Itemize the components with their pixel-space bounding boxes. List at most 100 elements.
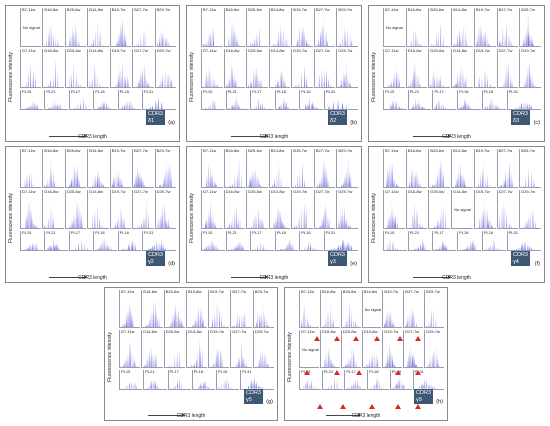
peak bbox=[133, 107, 135, 109]
spectratype-cell: B29-7w bbox=[154, 149, 176, 188]
sample-label: B14-8w bbox=[89, 149, 103, 153]
peak bbox=[347, 75, 349, 87]
peak bbox=[345, 364, 347, 367]
peak bbox=[453, 84, 455, 87]
peak bbox=[211, 317, 213, 327]
peak bbox=[94, 64, 96, 87]
peak bbox=[152, 354, 154, 367]
spectratype-cell: PL16 bbox=[117, 90, 142, 110]
peak bbox=[274, 217, 276, 228]
peak bbox=[302, 27, 304, 46]
sample-label: B29-7w bbox=[156, 149, 171, 153]
peak bbox=[354, 382, 356, 389]
spectratype-trace bbox=[230, 241, 244, 250]
peak bbox=[440, 159, 442, 187]
spectratype-trace bbox=[251, 206, 264, 228]
spectratype-cell: B14-8w No signal bbox=[361, 290, 382, 328]
peak bbox=[229, 107, 231, 109]
peak bbox=[190, 364, 192, 367]
peak bbox=[167, 218, 169, 228]
spectratype-trace bbox=[114, 60, 129, 87]
peak bbox=[397, 106, 399, 109]
peak-marker-triangle bbox=[369, 404, 376, 410]
peak bbox=[145, 364, 147, 367]
spectratype-trace bbox=[97, 100, 111, 109]
spectratype-cell: PL18 bbox=[457, 231, 481, 251]
cdr3-badge: CDR3 δ3 bbox=[511, 110, 530, 125]
spectratype-trace bbox=[44, 203, 55, 228]
sample-label: B16-8w bbox=[407, 149, 422, 153]
peak bbox=[169, 322, 171, 327]
spectratype-trace bbox=[236, 338, 248, 367]
peak bbox=[375, 352, 377, 367]
peak bbox=[214, 361, 216, 367]
peak bbox=[481, 169, 483, 187]
peak bbox=[529, 61, 531, 87]
peak bbox=[210, 73, 212, 87]
peak bbox=[350, 244, 352, 250]
peak bbox=[311, 379, 313, 389]
panel-letter: (a) bbox=[168, 120, 175, 126]
peak bbox=[51, 104, 54, 109]
sample-label: PL17 bbox=[70, 231, 81, 235]
peak bbox=[332, 101, 335, 109]
spectratype-cell: D25-6w bbox=[340, 330, 361, 368]
x-axis-label: CDR3 length bbox=[442, 275, 471, 281]
peak bbox=[199, 309, 201, 327]
peak bbox=[53, 104, 55, 109]
peak bbox=[343, 69, 345, 87]
peak bbox=[386, 178, 388, 187]
peak bbox=[440, 74, 442, 87]
peak bbox=[123, 248, 125, 250]
peak bbox=[438, 220, 440, 228]
peak bbox=[127, 80, 129, 87]
peak bbox=[505, 61, 508, 87]
peak bbox=[391, 350, 393, 367]
peak bbox=[208, 387, 210, 389]
peak bbox=[121, 60, 123, 87]
peak bbox=[55, 103, 57, 109]
peak bbox=[257, 172, 259, 187]
peak bbox=[414, 356, 416, 367]
peak bbox=[430, 354, 432, 367]
peak bbox=[215, 348, 217, 367]
peak bbox=[392, 353, 394, 367]
peak bbox=[153, 243, 156, 250]
peak bbox=[120, 210, 122, 228]
spectratype-trace bbox=[147, 239, 166, 250]
peak bbox=[282, 222, 285, 228]
peak bbox=[97, 107, 99, 109]
peak bbox=[393, 179, 395, 187]
peak bbox=[101, 224, 103, 228]
peak bbox=[397, 71, 399, 87]
peak bbox=[323, 70, 325, 87]
peak bbox=[396, 221, 398, 228]
peak bbox=[29, 243, 32, 250]
peak bbox=[202, 43, 204, 46]
peak bbox=[433, 43, 435, 46]
peak bbox=[206, 218, 208, 228]
peak bbox=[259, 182, 261, 187]
peak bbox=[317, 107, 319, 109]
spectratype-cell: D29-7w bbox=[519, 190, 541, 229]
spectratype-trace bbox=[345, 300, 358, 327]
spectratype-cell: B19-7w bbox=[109, 149, 132, 188]
peak bbox=[465, 103, 467, 109]
peak bbox=[391, 101, 393, 109]
peak bbox=[439, 99, 441, 109]
sample-label: B19-7w bbox=[210, 290, 224, 294]
peak bbox=[533, 43, 535, 46]
peak bbox=[389, 164, 391, 187]
spectratype-trace bbox=[323, 303, 334, 327]
peak bbox=[173, 385, 176, 389]
peak bbox=[99, 30, 101, 46]
spectratype-row: B7-11w No signal B16-8w B25-6w B14-8w B19-7w B… bbox=[383, 8, 541, 47]
spectratype-trace bbox=[431, 22, 445, 46]
peak bbox=[410, 170, 412, 187]
peak bbox=[460, 64, 462, 87]
peak bbox=[340, 206, 342, 228]
peak bbox=[37, 245, 39, 250]
peak bbox=[459, 107, 461, 109]
peak bbox=[434, 74, 436, 87]
x-axis-label: CDR3 length bbox=[78, 275, 107, 281]
